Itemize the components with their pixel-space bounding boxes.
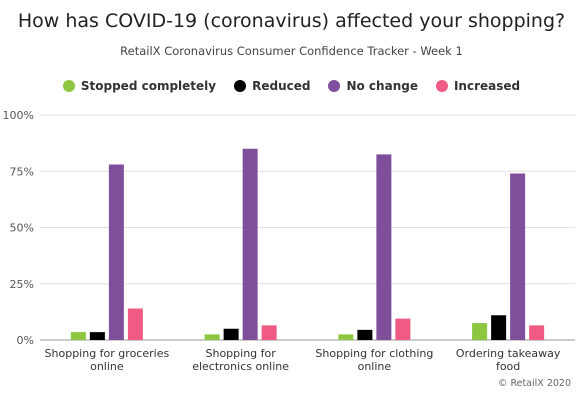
x-category-label: electronics online	[192, 360, 289, 373]
x-category-label: Shopping for groceries	[45, 347, 170, 360]
legend-marker	[234, 80, 247, 92]
bar-stopped-completely	[204, 334, 220, 340]
bar-reduced	[89, 332, 105, 340]
bar-increased	[261, 325, 277, 340]
bar-no-change	[510, 173, 526, 340]
bar-increased	[529, 325, 545, 340]
legend-label: Reduced	[252, 79, 311, 93]
chart-subtitle: RetailX Coronavirus Consumer Confidence …	[120, 44, 463, 58]
x-category-label: online	[90, 360, 124, 373]
y-tick-label: 25%	[10, 278, 34, 291]
legend-label: Stopped completely	[80, 79, 217, 93]
bar-increased	[127, 308, 143, 340]
legend-item-2[interactable]: No change	[328, 79, 418, 93]
bar-increased	[395, 318, 411, 340]
x-category-label: online	[358, 360, 392, 373]
bar-reduced	[223, 328, 239, 340]
bar-reduced	[491, 315, 507, 340]
legend: Stopped completely Reduced No change Increa…	[0, 79, 583, 93]
y-tick-label: 100%	[3, 109, 34, 122]
bar-stopped-completely	[472, 323, 488, 340]
x-category-label: Shopping for clothing	[315, 347, 433, 360]
legend-marker	[328, 80, 341, 92]
bar-no-change	[242, 148, 258, 340]
bar-stopped-completely	[338, 334, 354, 340]
legend-item-3[interactable]: Increased	[435, 79, 521, 93]
legend-label: Increased	[453, 79, 521, 93]
legend-item-1[interactable]: Reduced	[234, 79, 310, 93]
legend-marker	[435, 80, 448, 92]
legend-item-0[interactable]: Stopped completely	[62, 79, 217, 93]
chart-title: How has COVID-19 (coronavirus) affected …	[17, 10, 566, 32]
x-category-label: Ordering takeaway	[456, 347, 561, 360]
x-category-label: Shopping for	[205, 347, 276, 360]
x-category-label: food	[496, 360, 520, 373]
bar-no-change	[376, 154, 392, 340]
credit-text: © RetailX 2020	[497, 378, 571, 389]
bar-stopped-completely	[70, 332, 86, 340]
bar-reduced	[357, 329, 373, 340]
legend-marker	[62, 80, 75, 92]
legend-label: No change	[346, 79, 418, 93]
bar-no-change	[108, 164, 124, 340]
y-tick-label: 50%	[10, 222, 34, 235]
y-tick-label: 0%	[17, 334, 34, 347]
y-tick-label: 75%	[10, 165, 34, 178]
